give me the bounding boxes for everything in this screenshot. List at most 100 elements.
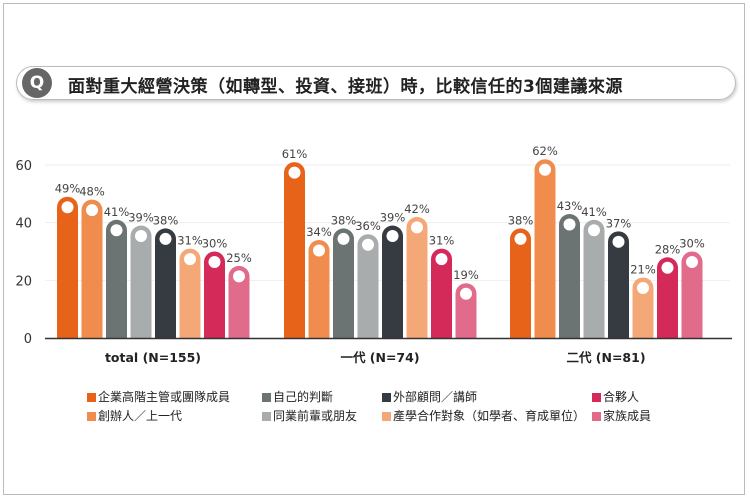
bar-knob bbox=[337, 232, 350, 245]
bar-6-0 bbox=[204, 251, 225, 338]
legend-label: 合夥人 bbox=[603, 390, 640, 404]
legend-label: 自己的判斷 bbox=[273, 390, 334, 404]
bar-5-1 bbox=[406, 216, 428, 338]
y-tick-label: 60 bbox=[15, 159, 32, 174]
x-category-label: total (N=155) bbox=[105, 350, 201, 365]
legend-swatch bbox=[592, 393, 601, 402]
data-label: 25% bbox=[226, 251, 252, 265]
legend-label: 家族成員 bbox=[603, 409, 652, 423]
legend-item: 自己的判斷 bbox=[262, 388, 333, 405]
bar-knob bbox=[313, 244, 325, 257]
x-category-label: 一代 (N=74) bbox=[340, 350, 419, 365]
data-label: 39% bbox=[380, 211, 406, 225]
y-tick-label: 20 bbox=[15, 274, 32, 289]
data-label: 34% bbox=[306, 225, 332, 239]
legend-item: 產學合作對象（如學者、育成單位） bbox=[382, 407, 585, 424]
bar-0-0 bbox=[57, 196, 78, 338]
legend-swatch bbox=[87, 412, 96, 421]
data-label: 39% bbox=[128, 211, 154, 225]
bar-knob bbox=[184, 253, 196, 266]
legend-label: 創辦人／上一代 bbox=[98, 409, 183, 423]
bar-knob bbox=[411, 221, 423, 234]
bar-5-0 bbox=[179, 248, 201, 338]
legend-swatch bbox=[262, 393, 271, 402]
bar-7-0 bbox=[228, 265, 250, 338]
data-label: 62% bbox=[532, 144, 558, 158]
bar-2-2 bbox=[559, 214, 580, 338]
y-tick-label: 0 bbox=[24, 332, 32, 347]
legend-item: 同業前輩或朋友 bbox=[262, 407, 357, 424]
bar-knob bbox=[460, 287, 472, 300]
data-label: 19% bbox=[453, 268, 479, 282]
q-icon: Q bbox=[22, 68, 52, 98]
bar-knob bbox=[563, 218, 576, 231]
legend-label: 同業前輩或朋友 bbox=[273, 409, 358, 423]
bar-4-2 bbox=[608, 231, 629, 338]
bar-2-0 bbox=[106, 219, 127, 338]
bar-knob bbox=[362, 238, 374, 251]
bar-knob bbox=[288, 166, 301, 179]
bar-7-2 bbox=[681, 251, 703, 338]
bar-knob bbox=[61, 201, 74, 214]
data-label: 41% bbox=[104, 205, 130, 219]
bar-knob bbox=[86, 204, 98, 217]
legend-item: 合夥人 bbox=[592, 388, 639, 405]
bar-0-1 bbox=[284, 162, 305, 338]
bar-7-1 bbox=[455, 283, 477, 338]
data-label: 38% bbox=[331, 213, 357, 227]
bar-knob bbox=[208, 256, 221, 268]
bar-2-1 bbox=[333, 228, 354, 338]
legend-item: 創辦人／上一代 bbox=[87, 407, 182, 424]
legend-swatch bbox=[87, 393, 96, 402]
legend-label: 產學合作對象（如學者、育成單位） bbox=[393, 409, 586, 423]
legend-swatch bbox=[592, 412, 601, 421]
bar-0-2 bbox=[510, 228, 531, 338]
data-label: 48% bbox=[79, 185, 105, 199]
data-label: 42% bbox=[404, 202, 430, 216]
data-label: 21% bbox=[630, 262, 656, 276]
chart-title: 面對重大經營決策（如轉型、投資、接班）時，比較信任的3個建議來源 bbox=[68, 77, 623, 97]
legend-swatch bbox=[382, 412, 391, 421]
data-label: 38% bbox=[153, 213, 179, 227]
data-label: 30% bbox=[679, 237, 705, 251]
bar-knob bbox=[386, 230, 399, 243]
bar-knob bbox=[233, 270, 245, 283]
data-label: 36% bbox=[355, 219, 381, 233]
bar-3-2 bbox=[583, 219, 605, 338]
bar-1-2 bbox=[534, 159, 556, 338]
data-label: 31% bbox=[429, 234, 455, 248]
question-bar bbox=[16, 66, 736, 100]
bar-1-0 bbox=[81, 199, 103, 338]
bar-knob bbox=[637, 281, 649, 294]
bar-3-1 bbox=[357, 234, 379, 338]
y-tick-label: 40 bbox=[15, 217, 32, 232]
bar-knob bbox=[135, 230, 147, 243]
data-label: 28% bbox=[655, 242, 681, 256]
bar-4-0 bbox=[155, 228, 176, 338]
bar-3-0 bbox=[130, 225, 152, 338]
bar-knob bbox=[514, 232, 527, 245]
bar-knob bbox=[159, 232, 172, 245]
bar-knob bbox=[612, 235, 625, 248]
bar-knob bbox=[661, 261, 674, 274]
bar-6-2 bbox=[657, 257, 678, 338]
bar-knob bbox=[686, 256, 698, 268]
data-label: 30% bbox=[202, 237, 228, 251]
x-category-label: 二代 (N=81) bbox=[566, 350, 645, 365]
data-label: 41% bbox=[581, 205, 607, 219]
data-label: 37% bbox=[606, 216, 632, 230]
data-label: 49% bbox=[55, 182, 81, 196]
data-label: 61% bbox=[282, 147, 308, 161]
legend-label: 企業高階主管或團隊成員 bbox=[98, 390, 231, 404]
data-label: 38% bbox=[508, 213, 534, 227]
bar-4-1 bbox=[382, 225, 403, 338]
legend-item: 家族成員 bbox=[592, 407, 651, 424]
bar-knob bbox=[588, 224, 600, 237]
data-label: 43% bbox=[557, 199, 583, 213]
legend-label: 外部顧問／講師 bbox=[393, 390, 478, 404]
legend-swatch bbox=[382, 393, 391, 402]
bar-knob bbox=[435, 253, 448, 266]
bar-1-1 bbox=[308, 239, 330, 338]
legend-swatch bbox=[262, 412, 271, 421]
